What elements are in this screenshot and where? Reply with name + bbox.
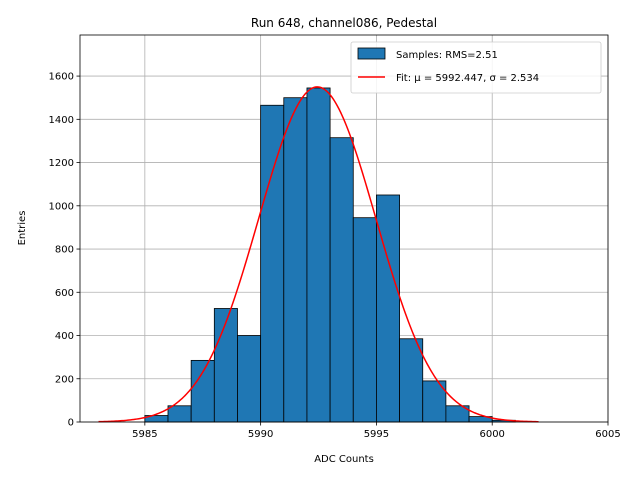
chart-title: Run 648, channel086, Pedestal xyxy=(251,16,437,30)
x-axis-ticks: 5985 5990 5995 6000 6005 xyxy=(132,422,621,440)
histogram-bars xyxy=(144,87,516,423)
histogram-bar xyxy=(283,97,308,423)
x-tick-label: 5995 xyxy=(364,429,389,440)
histogram-bar xyxy=(399,338,424,423)
x-tick-label: 6000 xyxy=(479,429,504,440)
histogram-bar xyxy=(306,87,331,423)
y-tick-label: 1400 xyxy=(49,115,74,126)
histogram-bar xyxy=(167,405,192,423)
y-tick-label: 600 xyxy=(55,288,74,299)
histogram-bar xyxy=(213,308,238,423)
histogram-bar xyxy=(190,359,215,423)
x-tick-label: 5990 xyxy=(248,429,273,440)
histogram-bar xyxy=(260,104,285,423)
y-tick-label: 0 xyxy=(68,418,74,429)
legend-label-fit: Fit: μ = 5992.447, σ = 2.534 xyxy=(396,73,539,84)
legend-swatch-samples xyxy=(357,47,386,60)
histogram-bar xyxy=(352,217,377,423)
y-tick-label: 200 xyxy=(55,374,74,385)
histogram-bar xyxy=(329,137,354,423)
y-tick-label: 1600 xyxy=(49,72,74,83)
x-tick-label: 5985 xyxy=(132,429,157,440)
x-axis-label: ADC Counts xyxy=(314,454,374,465)
legend-box xyxy=(350,41,602,94)
plot-frame xyxy=(79,34,609,423)
histogram-bar xyxy=(237,335,262,423)
y-tick-label: 400 xyxy=(55,331,74,342)
y-tick-label: 800 xyxy=(55,245,74,256)
histogram-bar xyxy=(376,194,400,423)
y-tick-label: 1000 xyxy=(49,201,74,212)
y-tick-label: 1200 xyxy=(49,158,74,169)
legend-label-samples: Samples: RMS=2.51 xyxy=(396,50,498,61)
legend: Samples: RMS=2.51 Fit: μ = 5992.447, σ =… xyxy=(350,41,602,94)
y-axis-ticks: 0 200 400 600 800 1000 1200 1400 1600 xyxy=(49,72,80,429)
y-axis-label: Entries xyxy=(17,211,28,246)
fit-curve xyxy=(98,86,539,423)
x-tick-label: 6005 xyxy=(595,429,620,440)
